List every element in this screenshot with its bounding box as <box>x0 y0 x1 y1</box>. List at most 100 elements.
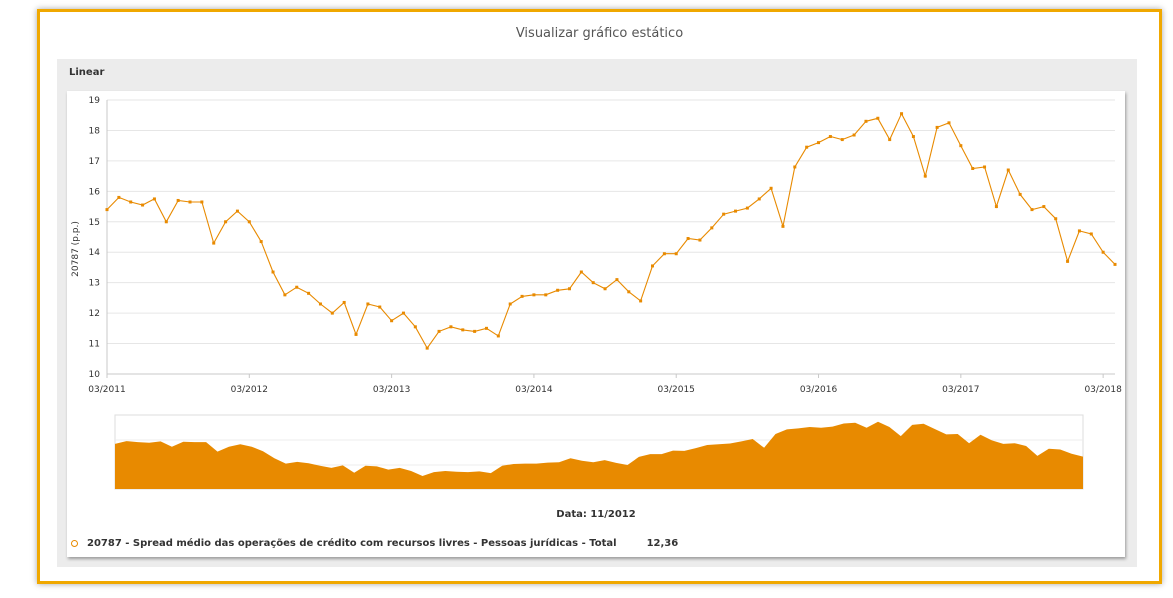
data-point-78 <box>1030 208 1034 212</box>
data-point-37 <box>544 293 548 297</box>
grid-lines <box>107 99 1115 375</box>
data-point-50 <box>698 238 702 242</box>
data-point-73 <box>971 167 975 170</box>
data-point-75 <box>994 205 998 209</box>
data-point-25 <box>401 311 405 315</box>
data-point-80 <box>1054 217 1058 221</box>
data-point-68 <box>911 135 915 139</box>
data-point-51 <box>710 226 714 230</box>
data-point-76 <box>1006 168 1010 172</box>
x-tick-label-03-2012: 03/2012 <box>231 385 268 395</box>
data-point-74 <box>983 165 987 169</box>
data-point-38 <box>556 288 560 292</box>
data-points <box>105 112 1117 350</box>
page-title: Visualizar gráfico estático <box>515 26 684 41</box>
data-point-4 <box>152 197 156 201</box>
x-tick-labels: 03/2011 03/2012 03/2013 03/2014 03/2015 03/20… <box>88 385 1122 395</box>
data-point-20 <box>342 300 346 304</box>
data-point-49 <box>686 237 690 241</box>
series-line <box>106 112 1116 350</box>
data-point-41 <box>591 281 595 285</box>
data-point-69 <box>923 174 927 178</box>
data-point-63 <box>852 133 856 137</box>
data-point-8 <box>200 200 204 204</box>
date-readout: Data: 11/2012 <box>556 509 636 520</box>
data-point-47 <box>662 252 666 256</box>
data-point-31 <box>473 329 477 333</box>
data-point-84 <box>1101 250 1105 254</box>
data-point-17 <box>307 291 311 295</box>
data-point-60 <box>817 141 821 145</box>
data-point-2 <box>129 200 133 204</box>
data-point-66 <box>888 138 892 142</box>
data-point-72 <box>959 144 963 148</box>
legend-marker-icon <box>71 540 78 547</box>
y-axis-label: 20787 (p.p.) <box>71 221 81 277</box>
data-point-16 <box>295 285 299 289</box>
data-point-64 <box>864 119 868 123</box>
axes <box>106 100 1115 378</box>
x-tick-label-03-2017: 03/2017 <box>942 385 979 395</box>
x-tick-label-03-2018: 03/2018 <box>1084 385 1122 395</box>
data-point-82 <box>1077 229 1081 233</box>
legend-value: 12,36 <box>646 538 679 549</box>
data-point-54 <box>745 206 749 210</box>
data-point-3 <box>141 203 145 207</box>
y-tick-label-18: 18 <box>89 126 101 136</box>
data-point-77 <box>1018 192 1022 196</box>
data-point-81 <box>1066 259 1070 263</box>
data-point-61 <box>828 135 832 139</box>
data-point-48 <box>674 252 678 256</box>
data-point-9 <box>212 241 216 245</box>
y-tick-label-13: 13 <box>89 279 100 289</box>
y-tick-label-10: 10 <box>89 370 101 380</box>
chart-area: 10 11 12 13 14 15 16 17 18 19 03/2011 03/2012 03/20… <box>67 91 1125 557</box>
data-point-33 <box>496 334 500 338</box>
data-point-85 <box>1113 262 1117 266</box>
chart-window-frame: Visualizar gráfico estático Linear 10 11 1… <box>37 9 1162 584</box>
data-point-28 <box>437 329 441 333</box>
data-point-5 <box>164 220 168 224</box>
y-tick-label-11: 11 <box>89 340 100 350</box>
data-point-15 <box>283 293 287 297</box>
data-point-13 <box>259 240 263 244</box>
data-point-24 <box>390 319 394 323</box>
data-point-1 <box>117 195 121 199</box>
legend-series-label: 20787 - Spread médio das operações de cr… <box>87 538 617 549</box>
data-point-44 <box>627 290 631 294</box>
y-tick-label-15: 15 <box>89 218 100 228</box>
data-point-26 <box>413 325 417 329</box>
data-point-39 <box>567 287 571 291</box>
data-point-65 <box>876 116 880 120</box>
data-point-40 <box>579 270 583 274</box>
data-point-67 <box>900 112 904 116</box>
data-point-14 <box>271 270 275 274</box>
y-tick-labels: 10 11 12 13 14 15 16 17 18 19 <box>89 96 101 380</box>
data-point-11 <box>235 209 239 213</box>
y-tick-label-14: 14 <box>89 248 101 258</box>
data-point-22 <box>366 302 370 306</box>
chart-panel: Linear 10 11 12 13 14 15 16 17 18 19 03/2011 03/20… <box>57 59 1137 567</box>
data-point-23 <box>378 305 382 309</box>
data-point-0 <box>105 208 109 212</box>
y-tick-label-12: 12 <box>89 309 100 319</box>
y-tick-label-16: 16 <box>89 187 101 197</box>
data-point-52 <box>722 212 726 216</box>
x-tick-label-03-2014: 03/2014 <box>515 385 553 395</box>
data-point-42 <box>603 287 607 291</box>
data-point-36 <box>532 293 536 297</box>
data-point-79 <box>1042 205 1046 209</box>
data-point-21 <box>354 332 358 336</box>
legend[interactable]: 20787 - Spread médio das operações de cr… <box>71 538 678 549</box>
x-tick-label-03-2015: 03/2015 <box>658 385 695 395</box>
data-point-32 <box>484 326 488 330</box>
data-point-56 <box>769 186 773 190</box>
navigator-area[interactable] <box>115 421 1083 489</box>
data-point-34 <box>508 302 512 306</box>
panel-label-linear[interactable]: Linear <box>69 67 105 78</box>
data-point-53 <box>734 209 738 213</box>
data-point-35 <box>520 294 524 298</box>
data-point-71 <box>947 121 951 125</box>
data-point-7 <box>188 200 192 204</box>
